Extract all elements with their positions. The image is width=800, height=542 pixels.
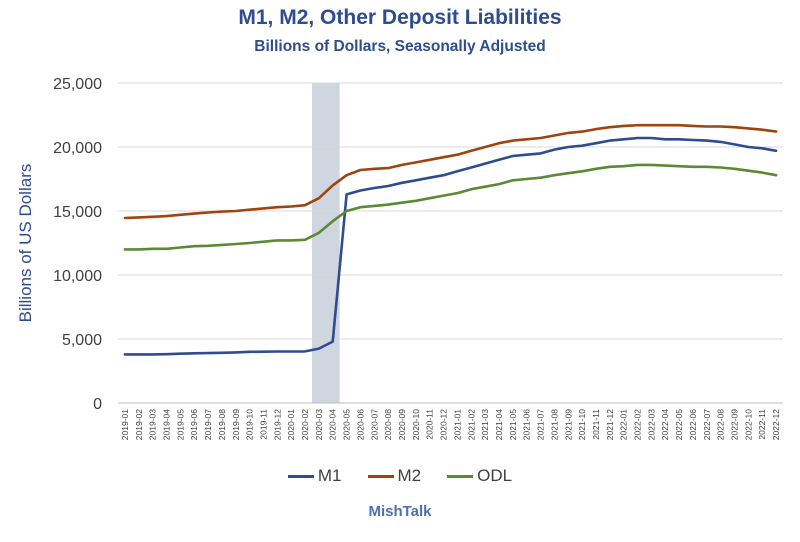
x-tick-label: 2021-07 [536,409,546,440]
y-tick-label: 15,000 [53,204,102,221]
y-tick-label: 0 [93,396,102,413]
x-tick-label: 2022-12 [771,409,781,440]
legend-label-odl: ODL [477,466,513,485]
x-tick-label: 2021-08 [549,409,559,440]
x-tick-label: 2021-03 [480,409,490,440]
x-tick-label: 2021-12 [605,409,615,440]
y-tick-label: 5,000 [62,332,102,349]
x-tick-label: 2021-04 [494,409,504,440]
x-tick-label: 2020-06 [355,409,365,440]
legend-label-m1: M1 [317,466,342,485]
series-line-odl [123,163,778,251]
x-tick-label: 2021-09 [563,409,573,440]
x-tick-label: 2022-02 [633,409,643,440]
x-tick-label: 2022-07 [702,409,712,440]
x-tick-label: 2020-12 [439,409,449,440]
x-tick-label: 2020-02 [300,409,310,440]
x-tick-label: 2022-01 [619,409,629,440]
x-tick-label: 2022-06 [688,409,698,440]
x-tick-label: 2019-10 [245,409,255,440]
y-tick-label: 10,000 [53,268,102,285]
series-line-m2 [123,123,778,220]
series-line-m1 [123,136,778,356]
x-tick-label: 2021-05 [508,409,518,440]
y-tick-label: 20,000 [53,140,102,157]
x-tick-label: 2019-06 [189,409,199,440]
chart-subtitle: Billions of Dollars, Seasonally Adjusted [254,38,546,55]
x-tick-label: 2020-10 [411,409,421,440]
x-tick-label: 2021-06 [522,409,532,440]
x-tick-label: 2019-12 [272,409,282,440]
x-tick-label: 2019-04 [161,409,171,440]
legend-item-odl: ODL [447,466,512,486]
x-tick-label: 2019-07 [203,409,213,440]
x-tick-label: 2020-08 [383,409,393,440]
x-tick-label: 2020-05 [342,409,352,440]
x-tick-label: 2022-09 [730,409,740,440]
x-tick-label: 2019-03 [148,409,158,440]
x-tick-label: 2019-01 [120,409,130,440]
x-tick-label: 2021-02 [466,409,476,440]
legend-swatch-odl [447,474,474,478]
x-tick-label: 2022-08 [716,409,726,440]
x-tick-label: 2020-09 [397,409,407,440]
x-tick-label: 2022-03 [646,409,656,440]
x-tick-label: 2022-10 [743,409,753,440]
x-tick-label: 2020-11 [425,409,435,440]
x-tick-label: 2020-07 [369,409,379,440]
x-tick-label: 2021-10 [577,409,587,440]
legend-swatch-m1 [287,474,314,478]
x-tick-label: 2021-01 [452,409,462,440]
x-tick-label: 2020-04 [328,409,338,440]
chart-title: M1, M2, Other Deposit Liabilities [238,6,562,29]
legend-swatch-m2 [367,474,394,478]
x-tick-label: 2020-01 [286,409,296,440]
legend-label-m2: M2 [397,466,422,485]
legend-item-m1: M1 [287,466,342,486]
x-tick-label: 2019-05 [175,409,185,440]
x-tick-label: 2022-11 [757,409,767,440]
legend: M1 M2 ODL [0,466,800,486]
legend-item-m2: M2 [367,466,422,486]
shaded-period [311,83,340,403]
x-tick-label: 2019-11 [258,409,268,440]
x-tick-label: 2019-08 [217,409,227,440]
y-tick-label: 25,000 [53,76,102,93]
source-label: MishTalk [368,503,432,520]
x-tick-label: 2019-02 [134,409,144,440]
x-tick-label: 2022-05 [674,409,684,440]
x-tick-label: 2020-03 [314,409,324,440]
x-tick-label: 2019-09 [231,409,241,440]
x-tick-label: 2022-04 [660,409,670,440]
x-tick-label: 2021-11 [591,409,601,440]
